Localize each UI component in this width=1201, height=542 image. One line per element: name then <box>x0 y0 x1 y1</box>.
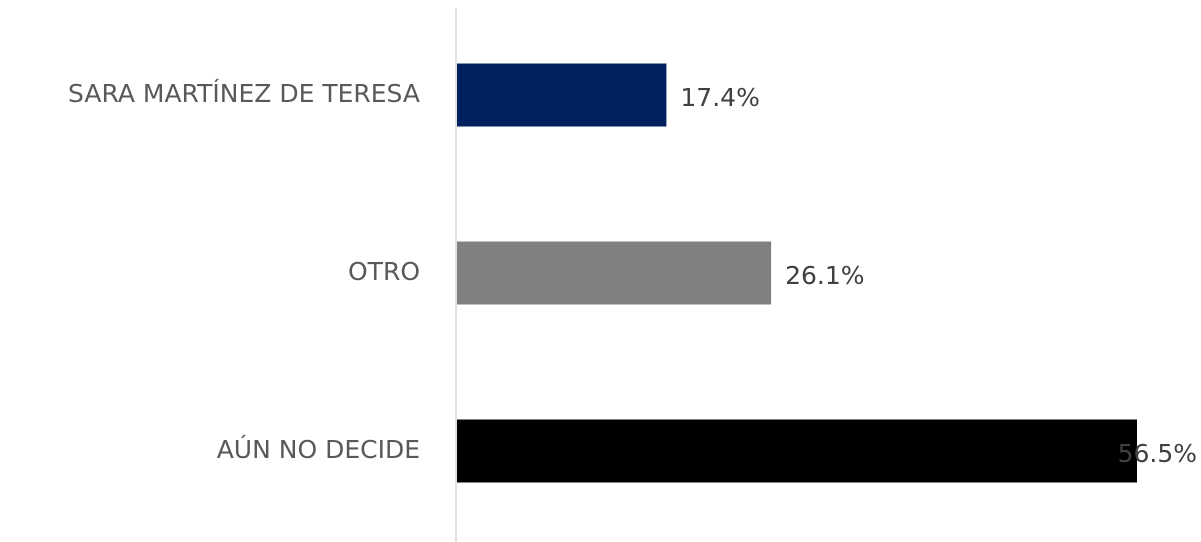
category-label: OTRO <box>348 257 420 286</box>
value-label: 56.5% <box>1118 439 1197 468</box>
bar <box>457 241 772 305</box>
category-label: SARA MARTÍNEZ DE TERESA <box>68 79 420 108</box>
bar <box>457 419 1137 483</box>
value-label: 26.1% <box>785 261 864 290</box>
category-label: AÚN NO DECIDE <box>217 434 420 464</box>
bar <box>457 63 667 127</box>
value-label: 17.4% <box>680 83 759 112</box>
